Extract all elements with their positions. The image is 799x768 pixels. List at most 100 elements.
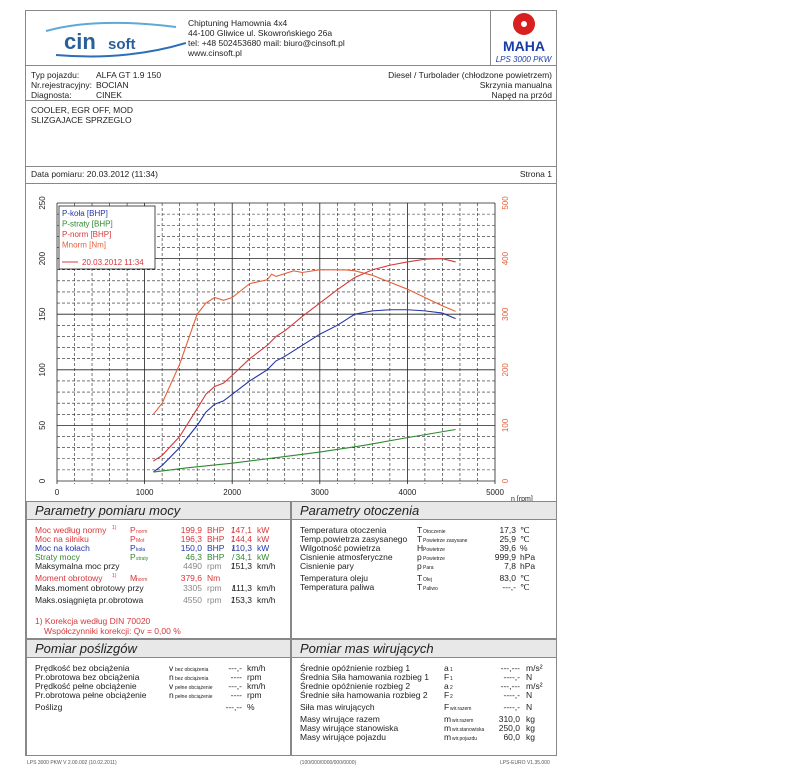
separator: / xyxy=(232,534,235,544)
company-contact: tel: +48 502453680 mail: biuro@cinsoft.p… xyxy=(188,38,345,48)
rotating-mass-measurement: Pomiar mas wirujących Średnie opóźnienie… xyxy=(291,639,557,756)
param-symbol-subscript: Mot xyxy=(136,538,145,544)
param-value: ---,-- xyxy=(225,702,242,712)
power-parameters: Parametry pomiaru mocy Moc według normy 1… xyxy=(26,501,291,639)
param-unit: ℃ xyxy=(520,534,530,544)
company-info: Chiptuning Hamownia 4x4 44-100 Gliwice u… xyxy=(188,18,345,58)
param-symbol-subscript: 1 xyxy=(450,676,453,682)
param-unit: N xyxy=(526,702,533,712)
param-symbol-subscript: wir.razem xyxy=(452,718,474,724)
x-tick-label: 2000 xyxy=(223,488,241,497)
param-value: 60,0 xyxy=(503,732,520,742)
param-value: 150,0 xyxy=(180,543,202,553)
y-right-tick-label: 300 xyxy=(501,307,510,321)
param-symbol-subscript: 2 xyxy=(450,694,453,700)
param-label: Prędkość bez obciążenia xyxy=(35,663,130,673)
param-symbol: F xyxy=(444,702,450,712)
param-label: Pr.obrotowa pełne obciążenie xyxy=(35,690,147,700)
param-unit: rpm xyxy=(247,672,262,682)
param-unit: BHP xyxy=(207,552,225,562)
x-tick-label: 1000 xyxy=(136,488,154,497)
param-symbol: a xyxy=(444,681,449,691)
maha-logo: MAHA LPS 3000 PKW xyxy=(490,11,556,66)
note-line: SLIZGAJACE SPRZEGLO xyxy=(31,115,132,125)
param-symbol: M xyxy=(130,573,138,583)
legend-entry: Mnorm [Nm] xyxy=(62,241,106,250)
param-value: ----,- xyxy=(503,702,520,712)
vehicle-info: Typ pojazdu: Nr.rejestracyjny: Diagnosta: … xyxy=(26,66,556,101)
param-value: ---,--- xyxy=(500,663,520,673)
maha-model: LPS 3000 PKW xyxy=(495,55,552,64)
param-unit-kw: km/h xyxy=(257,583,276,593)
param-label: Prędkość pełne obciążenie xyxy=(35,681,137,691)
param-value: 379,6 xyxy=(180,573,202,583)
dyno-chart: 0 1000 2000 3000 4000 5000 0 50 100 150 200 250 0 100… xyxy=(38,196,533,503)
param-symbol-subscript: 2 xyxy=(450,685,453,691)
section-title: Parametry otoczenia xyxy=(292,502,556,520)
section-title: Parametry pomiaru mocy xyxy=(27,502,290,520)
param-unit: BHP xyxy=(207,525,225,535)
series-line xyxy=(153,309,456,473)
param-unit: km/h xyxy=(247,663,266,673)
param-symbol-subscript: norm xyxy=(136,577,148,583)
param-label: Średnie opóźnienie rozbieg 2 xyxy=(300,681,411,691)
param-unit: % xyxy=(247,702,255,712)
y-right-tick-label: 200 xyxy=(501,363,510,377)
param-unit: ℃ xyxy=(520,582,530,592)
param-value: ---- xyxy=(230,690,242,700)
param-label: Średnie opóźnienie rozbieg 1 xyxy=(300,663,411,673)
param-unit: BHP xyxy=(207,543,225,553)
param-symbol: F xyxy=(444,690,450,700)
slip-measurement: Pomiar poślizgów Prędkość bez obciążenia… xyxy=(26,639,291,756)
param-unit: rpm xyxy=(207,583,222,593)
param-symbol-subscript: pełne obciążenie xyxy=(175,694,213,700)
param-symbol: p xyxy=(417,552,422,562)
param-value-kw: 144,4 xyxy=(230,534,252,544)
param-unit: m/s² xyxy=(526,681,543,691)
param-label: Średnia Siła hamowania rozbieg 1 xyxy=(300,672,429,682)
param-unit: rpm xyxy=(207,561,222,571)
drive-type: Napęd na przód xyxy=(491,90,553,100)
param-symbol: v xyxy=(169,681,174,691)
param-symbol-subscript: wir.pojazdu xyxy=(452,736,478,742)
param-value: 3305 xyxy=(183,583,202,593)
footer-code: (100/000/0000/000/0000) xyxy=(300,760,357,766)
param-symbol-subscript: Powietrze xyxy=(423,556,445,562)
legend-box xyxy=(58,205,156,270)
registration-label: Nr.rejestracyjny: xyxy=(31,80,92,90)
param-value: ---,- xyxy=(228,663,242,673)
param-value: ---,--- xyxy=(500,681,520,691)
param-unit: Nm xyxy=(207,573,221,583)
param-label: Średnie siła hamowania rozbieg 2 xyxy=(300,690,428,700)
param-label: Maks.moment obrotowy przy xyxy=(35,583,144,593)
diagnostician-value: CINEK xyxy=(96,90,122,100)
param-unit: BHP xyxy=(207,534,225,544)
maha-emblem-icon: MAHA xyxy=(503,13,545,54)
param-label: Siła mas wirujących xyxy=(300,702,375,712)
param-value: 83,0 xyxy=(499,573,516,583)
param-symbol: v xyxy=(169,663,174,673)
note-line: COOLER, EGR OFF, MOD xyxy=(31,105,134,115)
param-label: Cisnienie pary xyxy=(300,561,354,571)
y-left-tick-label: 50 xyxy=(38,420,47,429)
param-symbol: m xyxy=(444,723,452,733)
param-value: 199,9 xyxy=(180,525,202,535)
param-symbol-subscript: wir.razem xyxy=(450,706,472,712)
x-tick-label: 5000 xyxy=(486,488,504,497)
param-unit: ℃ xyxy=(520,525,530,535)
param-symbol-subscript: pełne obciążenie xyxy=(175,685,213,691)
param-value: ---,- xyxy=(228,681,242,691)
param-unit-kw: kW xyxy=(257,525,270,535)
company-website: www.cinsoft.pl xyxy=(188,48,242,58)
x-tick-label: 0 xyxy=(55,488,60,497)
engine-type: Diesel / Turbolader (chłodzone powietrze… xyxy=(388,70,552,80)
separator: / xyxy=(232,595,235,605)
series-line xyxy=(153,258,456,462)
param-value-kw: 111,3 xyxy=(231,583,252,593)
param-value-kw: 147,1 xyxy=(230,525,252,535)
param-value: 17,3 xyxy=(499,525,516,535)
param-label: Temperatura oleju xyxy=(300,573,369,583)
param-unit: rpm xyxy=(247,690,262,700)
gearbox-type: Skrzynia manualna xyxy=(479,80,552,90)
svg-text:soft: soft xyxy=(108,36,136,53)
